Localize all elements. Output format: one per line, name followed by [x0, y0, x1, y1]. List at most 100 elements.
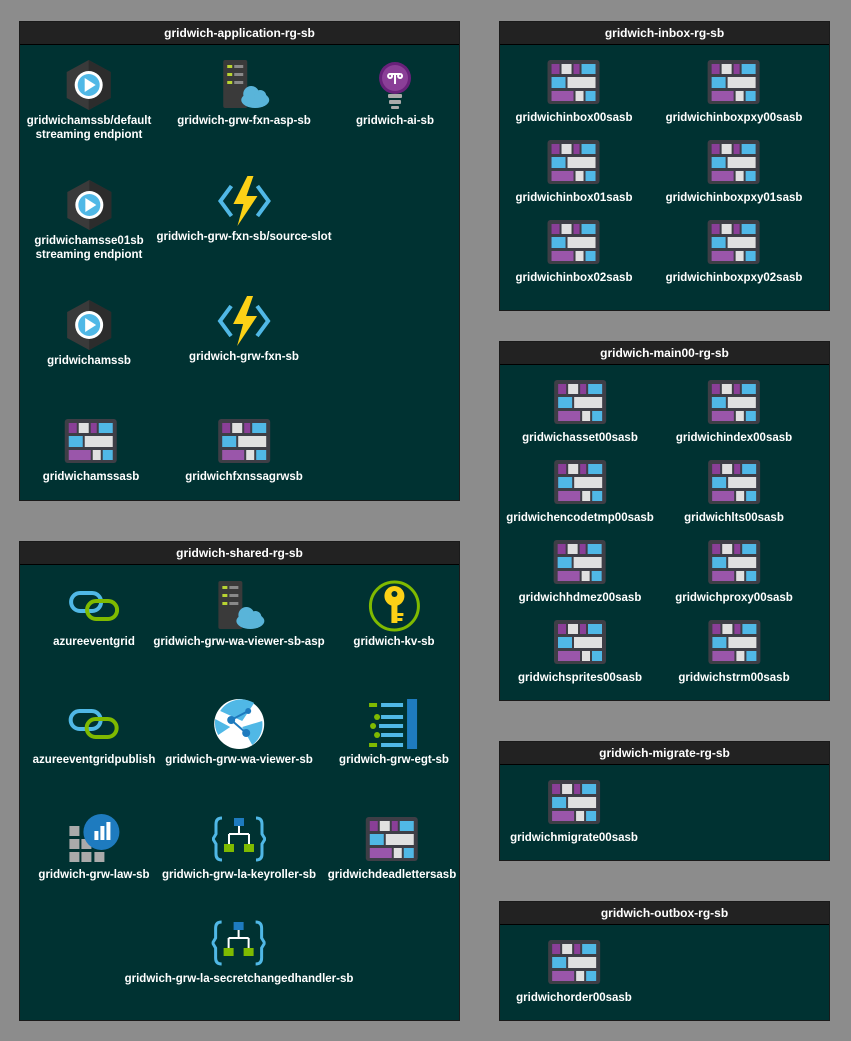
node-label: gridwichinboxpxy01sasb — [665, 192, 803, 204]
group-title: gridwich-migrate-rg-sb — [500, 742, 829, 765]
app-service-plan-icon — [217, 58, 271, 112]
storage-account-icon — [547, 935, 601, 989]
storage-account-icon — [547, 135, 601, 189]
node-app-service-plan[interactable]: gridwich-grw-fxn-asp-sb — [177, 58, 311, 128]
group-title: gridwich-shared-rg-sb — [20, 542, 459, 565]
node-label: gridwichhdmez00sasb — [518, 592, 642, 604]
node-event-grid-topic[interactable]: gridwich-grw-egt-sb — [339, 697, 449, 767]
log-analytics-icon — [67, 812, 121, 866]
node-event-grid[interactable]: azureeventgrid — [53, 579, 135, 649]
node-label: gridwich-grw-fxn-asp-sb — [177, 115, 311, 127]
storage-account-icon — [553, 455, 607, 509]
node-label: gridwich-kv-sb — [353, 636, 435, 648]
node-label: azureeventgrid — [53, 636, 135, 648]
node-label: gridwich-grw-egt-sb — [339, 754, 449, 766]
storage-account-icon — [707, 55, 761, 109]
node-label: gridwichdeadlettersasb — [327, 869, 457, 881]
storage-account-icon — [707, 615, 761, 669]
web-app-icon — [212, 697, 266, 751]
storage-account-icon — [547, 215, 601, 269]
node-web-app[interactable]: gridwich-grw-wa-viewer-sb — [165, 697, 313, 767]
node-storage-account[interactable]: gridwichindex00sasb — [676, 375, 792, 445]
node-label: gridwichmigrate00sasb — [510, 832, 638, 844]
node-function-app[interactable]: gridwich-grw-fxn-sb — [189, 294, 299, 364]
node-storage-account[interactable]: gridwichinbox00sasb — [515, 55, 633, 125]
node-storage-account[interactable]: gridwichinboxpxy01sasb — [665, 135, 803, 205]
node-key-vault[interactable]: gridwich-kv-sb — [353, 579, 435, 649]
node-storage-account[interactable]: gridwichdeadlettersasb — [328, 812, 456, 882]
node-label: gridwichinboxpxy02sasb — [665, 272, 803, 284]
storage-account-icon — [64, 414, 118, 468]
storage-account-icon — [553, 375, 607, 429]
node-label: gridwichamssb/default — [26, 115, 152, 127]
storage-account-icon — [707, 135, 761, 189]
node-label: gridwichinboxpxy00sasb — [665, 112, 803, 124]
node-storage-account[interactable]: gridwichinbox01sasb — [516, 135, 632, 205]
node-label: gridwich-grw-fxn-sb — [189, 351, 299, 363]
storage-account-icon — [707, 215, 761, 269]
storage-account-icon — [553, 615, 607, 669]
node-label: gridwich-ai-sb — [356, 115, 434, 127]
node-application-insights[interactable]: gridwich-ai-sb — [356, 58, 434, 128]
node-label: gridwichencodetmp00sasb — [506, 512, 654, 524]
node-label: gridwichorder00sasb — [516, 992, 632, 1004]
node-storage-account[interactable]: gridwichstrm00sasb — [678, 615, 790, 685]
node-label: gridwichinbox00sasb — [515, 112, 633, 124]
group-title: gridwich-application-rg-sb — [20, 22, 459, 45]
app-service-plan-icon — [212, 579, 266, 633]
node-logic-app[interactable]: gridwich-grw-la-keyroller-sb — [162, 812, 316, 882]
node-storage-account[interactable]: gridwichfxnssagrwsb — [185, 414, 303, 484]
node-log-analytics[interactable]: gridwich-grw-law-sb — [38, 812, 150, 882]
storage-account-icon — [547, 775, 601, 829]
node-storage-account[interactable]: gridwichmigrate00sasb — [510, 775, 638, 845]
node-label: gridwichindex00sasb — [675, 432, 793, 444]
node-app-service-plan[interactable]: gridwich-grw-wa-viewer-sb-asp — [153, 579, 325, 649]
node-label: gridwich-grw-la-secretchangedhandler-sb — [124, 973, 354, 985]
node-label: gridwichstrm00sasb — [678, 672, 790, 684]
key-vault-icon — [367, 579, 421, 633]
node-storage-account[interactable]: gridwichlts00sasb — [684, 455, 784, 525]
node-logic-app[interactable]: gridwich-grw-la-secretchangedhandler-sb — [124, 916, 354, 986]
node-function-app-slot[interactable]: gridwich-grw-fxn-sb/source-slot — [156, 174, 332, 244]
media-services-icon — [62, 298, 116, 352]
group-title: gridwich-outbox-rg-sb — [500, 902, 829, 925]
event-grid-topic-icon — [367, 697, 421, 751]
node-label: gridwich-grw-wa-viewer-sb-asp — [153, 636, 325, 648]
node-storage-account[interactable]: gridwichinboxpxy02sasb — [665, 215, 803, 285]
group-title: gridwich-main00-rg-sb — [500, 342, 829, 365]
function-app-icon — [217, 294, 271, 348]
node-label-line2: streaming endpiont — [35, 249, 143, 261]
node-label: gridwichsprites00sasb — [518, 672, 642, 684]
storage-account-icon — [707, 535, 761, 589]
node-storage-account[interactable]: gridwichinbox02sasb — [516, 215, 632, 285]
storage-account-icon — [217, 414, 271, 468]
node-label: azureeventgridpublish — [32, 754, 156, 766]
group-outbox: gridwich-outbox-rg-sb — [499, 901, 830, 1021]
node-label: gridwichamssasb — [42, 471, 140, 483]
node-storage-account[interactable]: gridwichorder00sasb — [516, 935, 632, 1005]
node-label: gridwich-grw-wa-viewer-sb — [165, 754, 313, 766]
node-label-line2: streaming endpiont — [35, 129, 143, 141]
node-storage-account[interactable]: gridwichhdmez00sasb — [518, 535, 642, 605]
storage-account-icon — [707, 455, 761, 509]
node-storage-account[interactable]: gridwichasset00sasb — [522, 375, 638, 445]
node-storage-account[interactable]: gridwichproxy00sasb — [675, 535, 793, 605]
node-storage-account[interactable]: gridwichinboxpxy00sasb — [665, 55, 803, 125]
node-label: gridwichproxy00sasb — [675, 592, 793, 604]
storage-account-icon — [365, 812, 419, 866]
node-label: gridwichlts00sasb — [684, 512, 784, 524]
node-label: gridwichamssb — [47, 355, 131, 367]
node-media-streaming-endpoint[interactable]: gridwichamsse01sb streaming endpiont — [34, 178, 144, 262]
node-storage-account[interactable]: gridwichsprites00sasb — [518, 615, 642, 685]
media-streaming-icon — [62, 178, 116, 232]
node-event-grid[interactable]: azureeventgridpublish — [32, 697, 156, 767]
node-media-services[interactable]: gridwichamssb — [47, 298, 131, 368]
logic-app-icon — [212, 812, 266, 866]
storage-account-icon — [547, 55, 601, 109]
application-insights-icon — [368, 58, 422, 112]
node-storage-account[interactable]: gridwichencodetmp00sasb — [506, 455, 654, 525]
node-media-streaming-endpoint[interactable]: gridwichamssb/default streaming endpiont — [26, 58, 152, 142]
node-storage-account[interactable]: gridwichamssasb — [42, 414, 140, 484]
group-title: gridwich-inbox-rg-sb — [500, 22, 829, 45]
event-grid-icon — [67, 697, 121, 751]
